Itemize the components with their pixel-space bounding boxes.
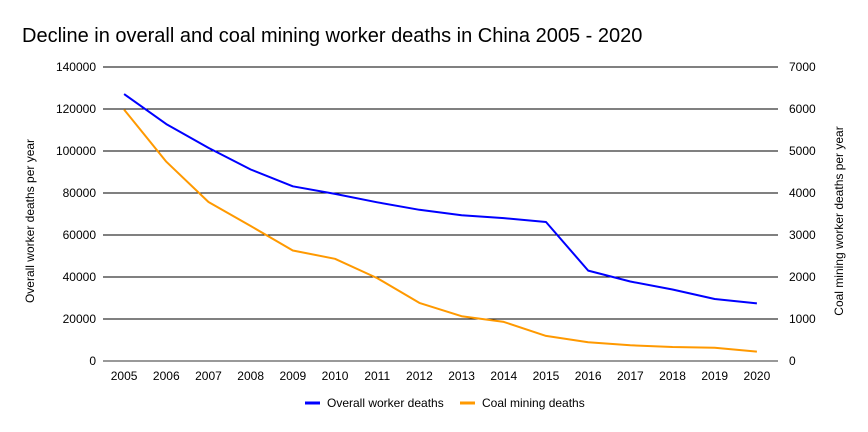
left-tick-label: 140000 xyxy=(56,60,96,74)
left-tick-label: 20000 xyxy=(63,312,97,326)
x-tick-label: 2014 xyxy=(490,369,517,383)
x-tick-label: 2009 xyxy=(279,369,306,383)
left-tick-label: 0 xyxy=(89,354,96,368)
series-line-coal-mining-deaths xyxy=(123,108,757,353)
x-tick-label: 2013 xyxy=(448,369,475,383)
legend: Overall worker deaths Coal mining deaths xyxy=(305,396,585,410)
x-tick-label: 2012 xyxy=(406,369,433,383)
x-tick-label: 2005 xyxy=(111,369,138,383)
right-tick-label: 3000 xyxy=(789,228,816,242)
left-axis-ticks: 0 20000 40000 60000 80000 100000 120000 140000 xyxy=(56,60,96,368)
x-axis-ticks: 2005 2006 2007 2008 2009 2010 2011 2012 2013 2014… xyxy=(111,369,771,383)
right-tick-label: 0 xyxy=(789,354,796,368)
x-tick-label: 2006 xyxy=(153,369,180,383)
left-tick-label: 40000 xyxy=(63,270,97,284)
series-line-overall-worker-deaths xyxy=(123,93,758,305)
x-tick-label: 2015 xyxy=(533,369,560,383)
left-tick-label: 60000 xyxy=(63,228,97,242)
x-tick-label: 2010 xyxy=(322,369,349,383)
right-tick-label: 7000 xyxy=(789,60,816,74)
x-tick-label: 2019 xyxy=(701,369,728,383)
x-tick-label: 2020 xyxy=(744,369,771,383)
x-tick-label: 2008 xyxy=(237,369,264,383)
right-axis-ticks: 0 1000 2000 3000 4000 5000 6000 7000 xyxy=(789,60,816,368)
left-tick-label: 120000 xyxy=(56,102,96,116)
gridlines xyxy=(103,66,778,362)
x-tick-label: 2007 xyxy=(195,369,222,383)
x-tick-label: 2018 xyxy=(659,369,686,383)
right-tick-label: 1000 xyxy=(789,312,816,326)
x-tick-label: 2011 xyxy=(364,369,390,383)
x-tick-label: 2016 xyxy=(575,369,602,383)
right-tick-label: 2000 xyxy=(789,270,816,284)
legend-label: Overall worker deaths xyxy=(327,396,444,410)
right-axis-title: Coal mining worker deaths per year xyxy=(832,126,846,315)
right-tick-label: 4000 xyxy=(789,186,816,200)
left-axis-title: Overall worker deaths per year xyxy=(23,139,37,303)
chart-title: Decline in overall and coal mining worke… xyxy=(22,25,642,47)
left-tick-label: 80000 xyxy=(63,186,97,200)
right-tick-label: 6000 xyxy=(789,102,816,116)
series-lines xyxy=(123,93,758,353)
legend-label: Coal mining deaths xyxy=(482,396,585,410)
right-tick-label: 5000 xyxy=(789,144,816,158)
left-tick-label: 100000 xyxy=(56,144,96,158)
x-tick-label: 2017 xyxy=(617,369,644,383)
